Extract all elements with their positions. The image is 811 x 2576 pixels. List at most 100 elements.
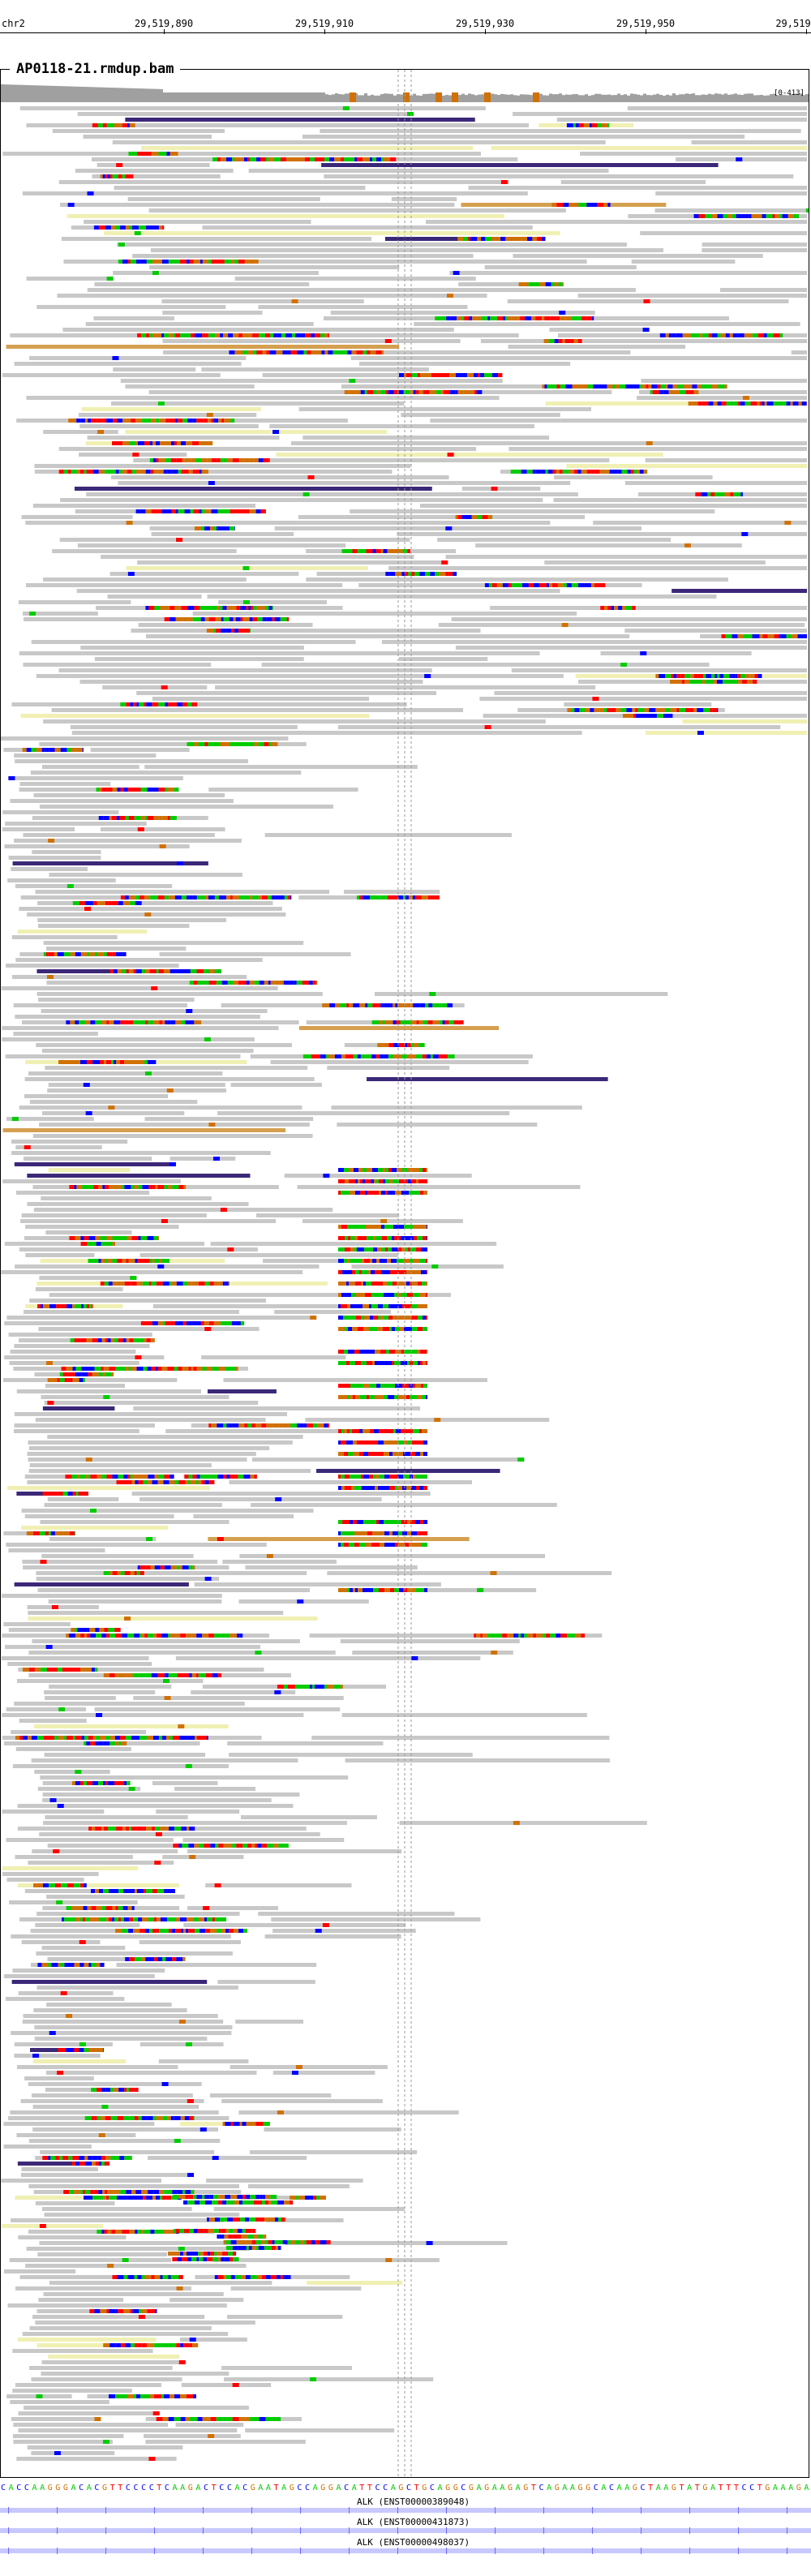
aligned-read (37, 1787, 141, 1791)
mismatch-base (95, 1889, 100, 1893)
coverage-bar (114, 88, 118, 102)
mismatch-base (258, 2235, 264, 2239)
mismatch-base (556, 1634, 561, 1638)
mismatch-base (698, 214, 706, 218)
mismatch-base (224, 2218, 228, 2222)
mismatch-base (378, 1486, 383, 1490)
mismatch-base (420, 1520, 423, 1524)
mismatch-base (192, 2343, 199, 2347)
mismatch-base (584, 583, 591, 587)
mismatch-base (423, 390, 430, 394)
mismatch-base (726, 680, 732, 684)
mismatch-base (307, 1423, 314, 1428)
mismatch-base (361, 1475, 363, 1479)
aligned-read (22, 1560, 218, 1564)
mismatch-base (75, 1736, 82, 1740)
gene-row[interactable]: ALK (ENST00000498037) (0, 2537, 811, 2555)
mismatch-base (204, 742, 208, 746)
mismatch-base (115, 1906, 118, 1910)
mismatch-base (257, 1844, 262, 1848)
mismatch-base (51, 1605, 58, 1609)
mismatch-base (129, 1338, 134, 1342)
mismatch-base (136, 1571, 140, 1575)
mismatch-base (109, 1571, 113, 1575)
reference-base: T (694, 2484, 700, 2492)
mismatch-base (128, 895, 135, 899)
mismatch-base (70, 952, 75, 956)
mismatch-base (70, 2048, 75, 2052)
alignment-track[interactable] (0, 69, 809, 2478)
aligned-read (40, 1775, 349, 1780)
mismatch-base (80, 1883, 84, 1887)
aligned-read (479, 697, 807, 701)
mismatch-base (199, 2257, 204, 2261)
mismatch-base (157, 1185, 161, 1189)
mismatch-base (169, 1736, 173, 1740)
mismatch-base (114, 123, 119, 127)
mismatch-base (290, 2196, 297, 2200)
mismatch-base (164, 2190, 167, 2194)
mismatch-base (222, 2417, 228, 2421)
mismatch-base (365, 1191, 367, 1195)
coverage-bar (429, 93, 432, 102)
mismatch-base (723, 214, 728, 218)
aligned-read (34, 2025, 233, 2029)
alignment-canvas[interactable] (1, 70, 809, 2477)
coverage-bar (182, 92, 186, 102)
mismatch-base (711, 674, 715, 678)
mismatch-base (487, 1634, 491, 1638)
mismatch-base (22, 1668, 29, 1672)
coverage-bar (614, 95, 617, 102)
aligned-read (28, 1616, 318, 1621)
mismatch-base (242, 2417, 247, 2421)
mismatch-base (315, 1054, 320, 1058)
mismatch-base (435, 316, 442, 320)
gene-row[interactable]: ALK (ENST00000389048) (0, 2497, 811, 2514)
mismatch-base (92, 1259, 99, 1263)
mismatch-base (409, 1191, 415, 1195)
mismatch-base (573, 339, 578, 343)
mismatch-base (360, 390, 365, 394)
mismatch-base (338, 1486, 341, 1490)
mismatch-base (208, 260, 212, 264)
mismatch-base (193, 2116, 195, 2120)
mismatch-base (229, 350, 235, 354)
mismatch-base (442, 1020, 445, 1024)
mismatch-base (51, 1378, 58, 1382)
mismatch-base (345, 1327, 348, 1331)
mismatch-base (169, 1282, 172, 1286)
mismatch-base (611, 470, 618, 474)
mismatch-base (286, 617, 290, 621)
mismatch-base (72, 1668, 75, 1672)
mismatch-base (131, 470, 136, 474)
mismatch-base (381, 1191, 385, 1195)
mismatch-base (152, 1480, 158, 1484)
mismatch-base (41, 1963, 49, 1967)
mismatch-base (736, 214, 742, 218)
mismatch-base (201, 1480, 205, 1484)
mismatch-base (191, 1367, 194, 1371)
mismatch-base (405, 1043, 408, 1047)
aligned-read (14, 362, 242, 366)
mismatch-base (611, 606, 615, 610)
mismatch-base (33, 1883, 37, 1887)
mismatch-base (101, 1020, 107, 1024)
gene-row[interactable]: ALK (ENST00000431873) (0, 2517, 811, 2535)
aligned-read (28, 1611, 284, 1615)
mismatch-base (437, 373, 443, 377)
mismatch-base (217, 2252, 223, 2256)
aligned-read (60, 498, 543, 502)
mismatch-base (189, 260, 194, 264)
mismatch-base (118, 123, 122, 127)
mismatch-base (148, 1282, 152, 1286)
mismatch-base (518, 282, 525, 286)
mismatch-base (68, 419, 73, 423)
mismatch-base (252, 617, 258, 621)
mismatch-base (56, 1900, 63, 1904)
mismatch-base (194, 526, 201, 530)
mismatch-base (192, 895, 197, 899)
aligned-read (461, 487, 541, 491)
coverage-bar (500, 93, 504, 102)
coverage-bar (286, 92, 290, 102)
coverage-bar (504, 94, 507, 102)
